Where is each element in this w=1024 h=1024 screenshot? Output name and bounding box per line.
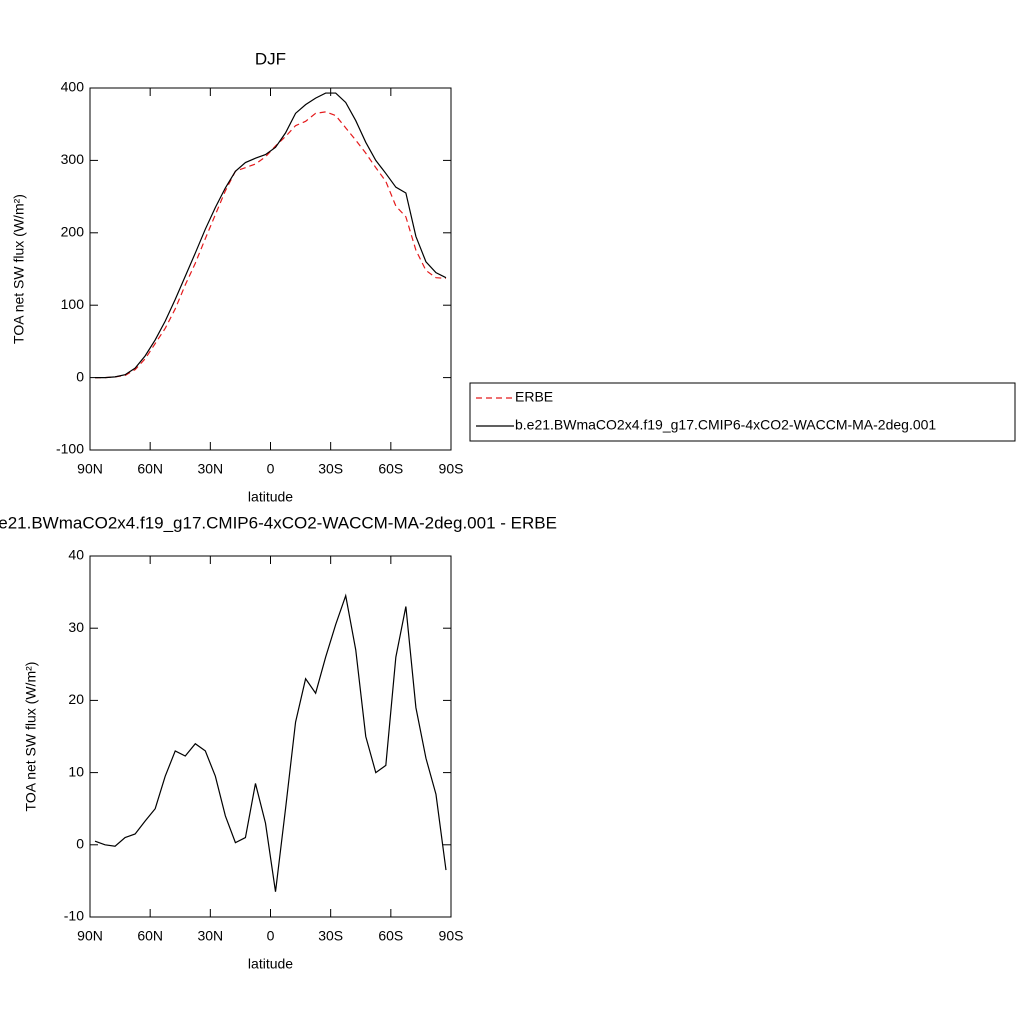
y-tick-label: -100 (56, 441, 84, 457)
x-axis-label: latitude (248, 489, 293, 505)
y-tick-label: 200 (61, 224, 85, 240)
x-tick-label: 30S (318, 928, 343, 944)
x-tick-label: 30N (197, 928, 223, 944)
x-tick-label: 60N (137, 928, 163, 944)
x-tick-label: 60N (137, 461, 163, 477)
y-tick-label: 400 (61, 79, 85, 95)
y-tick-label: 30 (68, 619, 84, 635)
y-axis-label: TOA net SW flux (W/m²) (11, 194, 27, 344)
legend-label: b.e21.BWmaCO2x4.f19_g17.CMIP6-4xCO2-WACC… (515, 417, 936, 433)
y-tick-label: 10 (68, 763, 84, 779)
x-tick-label: 0 (267, 928, 275, 944)
data-line (94, 593, 447, 892)
plot-frame (89, 555, 452, 918)
y-tick-label: -10 (64, 908, 84, 924)
x-tick-label: 0 (267, 461, 275, 477)
x-axis-label: latitude (248, 956, 293, 972)
x-tick-label: 90N (77, 928, 103, 944)
data-line (95, 111, 447, 379)
x-tick-label: 90S (439, 461, 464, 477)
legend-label: ERBE (515, 389, 553, 405)
y-tick-label: 0 (76, 368, 84, 384)
y-tick-label: 0 (76, 836, 84, 852)
y-tick-label: 20 (68, 691, 84, 707)
data-line (95, 92, 447, 379)
x-tick-label: 90N (77, 461, 103, 477)
y-tick-label: 100 (61, 296, 85, 312)
chart-title: b.e21.BWmaCO2x4.f19_g17.CMIP6-4xCO2-WACC… (0, 513, 557, 532)
x-tick-label: 60S (378, 461, 403, 477)
plot-frame (89, 87, 452, 451)
legend-box (469, 382, 1016, 442)
y-tick-label: 40 (68, 547, 84, 563)
x-tick-label: 30S (318, 461, 343, 477)
x-tick-label: 90S (439, 928, 464, 944)
x-tick-label: 30N (197, 461, 223, 477)
chart-title: DJF (255, 49, 286, 68)
x-tick-label: 60S (378, 928, 403, 944)
y-axis-label: TOA net SW flux (W/m²) (23, 662, 39, 812)
y-tick-label: 300 (61, 151, 85, 167)
